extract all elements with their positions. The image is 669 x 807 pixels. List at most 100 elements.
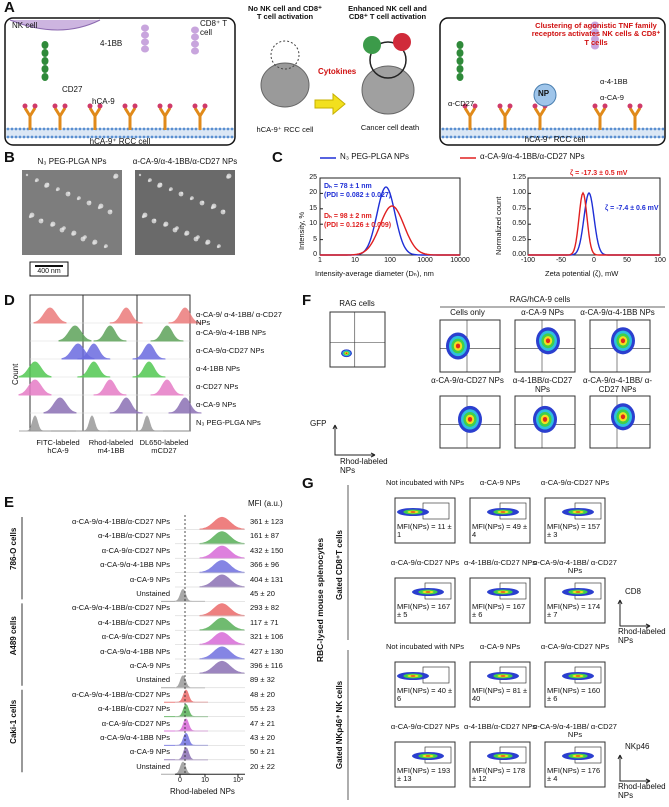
row-label: α-CA-9/α-CD27 NPs — [101, 632, 170, 642]
lipid — [34, 127, 38, 131]
hca9-head — [627, 103, 633, 109]
lipid — [609, 127, 613, 131]
lipid — [473, 127, 477, 131]
particle — [216, 245, 220, 249]
density — [455, 343, 461, 349]
lipid — [469, 135, 473, 139]
group-label: Gated CD8⁺T cells — [335, 529, 344, 601]
hca9-head — [497, 103, 503, 109]
lipid — [645, 135, 649, 139]
x-tick-label: 10³ — [232, 777, 244, 785]
hca9-head — [97, 103, 103, 109]
r41bb — [591, 35, 599, 43]
lipid — [170, 135, 174, 139]
lipid — [477, 135, 481, 139]
lipid — [18, 135, 22, 139]
lipid — [525, 127, 529, 131]
particle — [210, 206, 214, 210]
lymphocyte — [369, 41, 407, 79]
row-label: α-CA-9/α-4-1BB NPs — [100, 733, 170, 742]
histogram — [199, 560, 245, 574]
particle — [184, 232, 188, 236]
hca9-head — [462, 103, 468, 109]
lipid — [202, 127, 206, 131]
lipid — [653, 127, 657, 131]
lipid — [226, 135, 230, 139]
density — [425, 591, 431, 593]
lipid — [645, 127, 649, 131]
lipid — [601, 127, 605, 131]
group-label: 786-O cells — [9, 528, 18, 571]
image-title: α-CA-9/α-4-1BB/α-CD27 NPs — [132, 157, 238, 166]
lipid — [50, 135, 54, 139]
histogram — [18, 379, 52, 396]
density — [500, 511, 506, 513]
lipid — [521, 135, 525, 139]
label: Enhanced NK cell and CD8⁺ T cell activat… — [348, 4, 427, 22]
lipid — [218, 127, 222, 131]
lipid — [74, 127, 78, 131]
row-label: α-CA-9 NPs — [196, 400, 237, 409]
lipid — [30, 135, 34, 139]
density — [500, 675, 506, 677]
panel-label: A — [4, 0, 15, 16]
lipid — [565, 127, 569, 131]
particle — [168, 188, 172, 192]
label: Cancer cell death — [360, 123, 420, 132]
lipid — [174, 127, 178, 131]
lipid — [118, 127, 122, 131]
mfi-text: MFI(NPs) = 193 ± 13 — [397, 766, 451, 784]
lipid — [549, 127, 553, 131]
lipid — [637, 127, 641, 131]
plot-title: α-CA-9/α-CD27 NPs — [390, 722, 460, 731]
lipid — [42, 135, 46, 139]
lipid — [541, 127, 545, 131]
lipid — [581, 135, 585, 139]
histogram — [19, 415, 51, 432]
hca9 — [593, 107, 607, 130]
lipid — [485, 127, 489, 131]
particle — [138, 173, 142, 177]
r41bb — [591, 42, 599, 50]
plot-title: α-4-1BB/α-CD27 NPs — [512, 376, 573, 394]
hca9-head — [132, 103, 138, 109]
x-tick-label: -50 — [555, 257, 567, 264]
lipid — [130, 135, 134, 139]
nk-cell — [9, 19, 101, 31]
row-label: α-CA-9/α-4-1BB/α-CD27 NPs — [71, 689, 170, 699]
lipid — [649, 135, 653, 139]
lipid — [617, 127, 621, 131]
plot-frame — [527, 177, 661, 256]
activated-cell — [393, 33, 411, 51]
x-tick-label: 10000 — [450, 257, 470, 264]
lipid — [585, 135, 589, 139]
lipid — [202, 135, 206, 139]
lipid — [194, 127, 198, 131]
lipid — [142, 127, 146, 131]
density — [500, 591, 506, 593]
histogram — [199, 603, 245, 617]
r41bb — [141, 45, 149, 53]
density — [542, 416, 548, 422]
panel-label: F — [302, 292, 312, 309]
mfi-text: MFI(NPs) = 167 ± 6 — [472, 602, 526, 620]
label: CD27 — [62, 85, 83, 94]
particle — [151, 218, 157, 224]
label: hCA-9⁺ RCC cell — [256, 125, 314, 134]
hca9 — [193, 107, 207, 130]
axis-label: Intensity, % — [297, 211, 306, 250]
lipid — [66, 127, 70, 131]
mfi-value: 89 ± 32 — [250, 675, 275, 685]
particle — [172, 227, 178, 233]
lipid — [449, 127, 453, 131]
particle — [107, 209, 113, 215]
lipid — [641, 127, 645, 131]
lipid — [22, 127, 26, 131]
cd27 — [456, 65, 464, 73]
particle — [163, 223, 167, 227]
x-tick-label: 1 — [318, 257, 322, 264]
label: α-CA-9 — [600, 93, 624, 102]
density — [620, 414, 626, 420]
histogram — [199, 545, 245, 559]
